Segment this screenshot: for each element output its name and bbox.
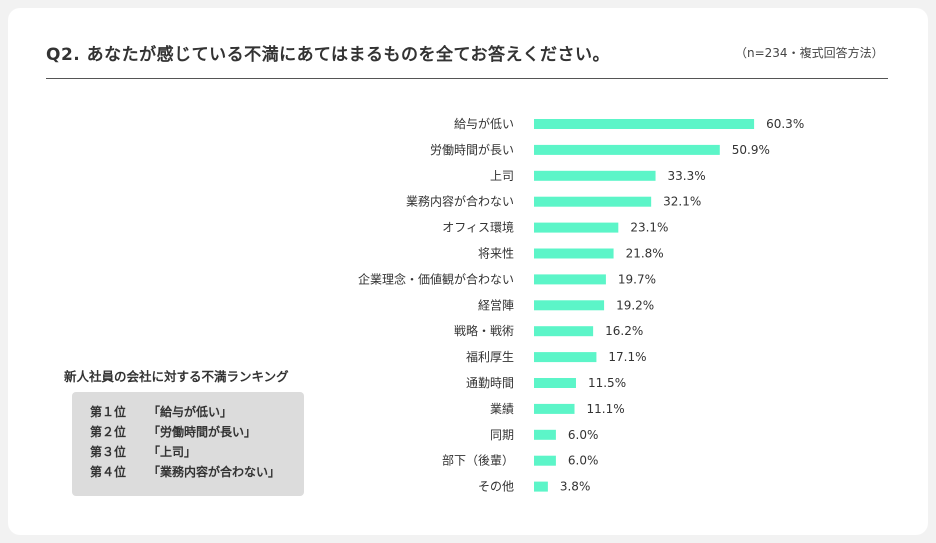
bar [534, 481, 548, 492]
category-label: 給与が低い [454, 116, 514, 131]
bar [534, 300, 605, 311]
value-label: 50.9% [732, 143, 770, 157]
category-label: 同期 [490, 428, 514, 442]
category-label: オフィス環境 [442, 220, 514, 235]
bar [534, 274, 606, 285]
bar [534, 119, 755, 129]
category-label: その他 [478, 480, 514, 494]
value-label: 23.1% [630, 221, 668, 235]
ranking-position: 第１位 [90, 405, 127, 419]
bar [534, 170, 656, 181]
value-label: 21.8% [626, 247, 664, 261]
category-label: 業務内容が合わない [406, 194, 514, 209]
ranking-text: 「上司」 [148, 445, 197, 459]
category-label: 部下（後輩） [442, 453, 514, 468]
bar [534, 196, 652, 207]
ranking-box: 第１位 「給与が低い」 第２位 「労働時間が長い」 第３位 「上司」 第４位 「業務内容… [72, 392, 304, 496]
bar [534, 429, 556, 440]
value-label: 32.1% [663, 195, 701, 209]
bar [534, 248, 614, 259]
title-divider [46, 78, 888, 79]
category-label: 福利厚生 [466, 349, 514, 364]
ranking-text: 「業務内容が合わない」 [148, 465, 281, 479]
page-title: Q2. あなたが感じている不満にあてはまるものを全てお答えください。 [46, 45, 610, 65]
value-label: 11.5% [588, 376, 626, 390]
bar [534, 222, 619, 233]
value-label: 17.1% [608, 350, 646, 364]
value-label: 3.8% [560, 480, 591, 494]
ranking-position: 第２位 [90, 425, 127, 439]
bar [534, 352, 597, 363]
category-label: 上司 [490, 169, 514, 183]
ranking-position: 第４位 [90, 465, 127, 479]
sample-note: （n=234・複式回答方法） [735, 46, 884, 60]
value-label: 60.3% [766, 117, 804, 131]
ranking-item: 第４位 「業務内容が合わない」 [90, 462, 304, 482]
ranking-position: 第３位 [90, 445, 127, 459]
bar [534, 326, 594, 337]
category-label: 労働時間が長い [430, 142, 514, 157]
category-label: 経営陣 [478, 298, 514, 312]
ranking-title: 新人社員の会社に対する不満ランキング [64, 369, 289, 384]
value-label: 19.7% [618, 272, 656, 286]
value-label: 6.0% [568, 454, 599, 468]
value-label: 16.2% [605, 324, 643, 338]
value-label: 6.0% [568, 428, 599, 442]
category-label: 通勤時間 [466, 376, 514, 390]
value-label: 33.3% [668, 169, 706, 183]
value-label: 19.2% [616, 298, 654, 312]
value-label: 11.1% [587, 402, 625, 416]
category-label: 将来性 [478, 247, 514, 261]
ranking-text: 「労働時間が長い」 [148, 425, 257, 439]
bar [534, 455, 556, 466]
ranking-item: 第２位 「労働時間が長い」 [90, 422, 304, 442]
bar [534, 378, 576, 388]
ranking-item: 第１位 「給与が低い」 [90, 402, 304, 422]
category-label: 企業理念・価値観が合わない [358, 271, 514, 286]
category-label: 戦略・戦術 [454, 323, 514, 338]
category-label: 業績 [490, 402, 514, 416]
bar [534, 144, 720, 155]
ranking-item: 第３位 「上司」 [90, 442, 304, 462]
bar [534, 403, 575, 414]
ranking-text: 「給与が低い」 [148, 405, 233, 419]
